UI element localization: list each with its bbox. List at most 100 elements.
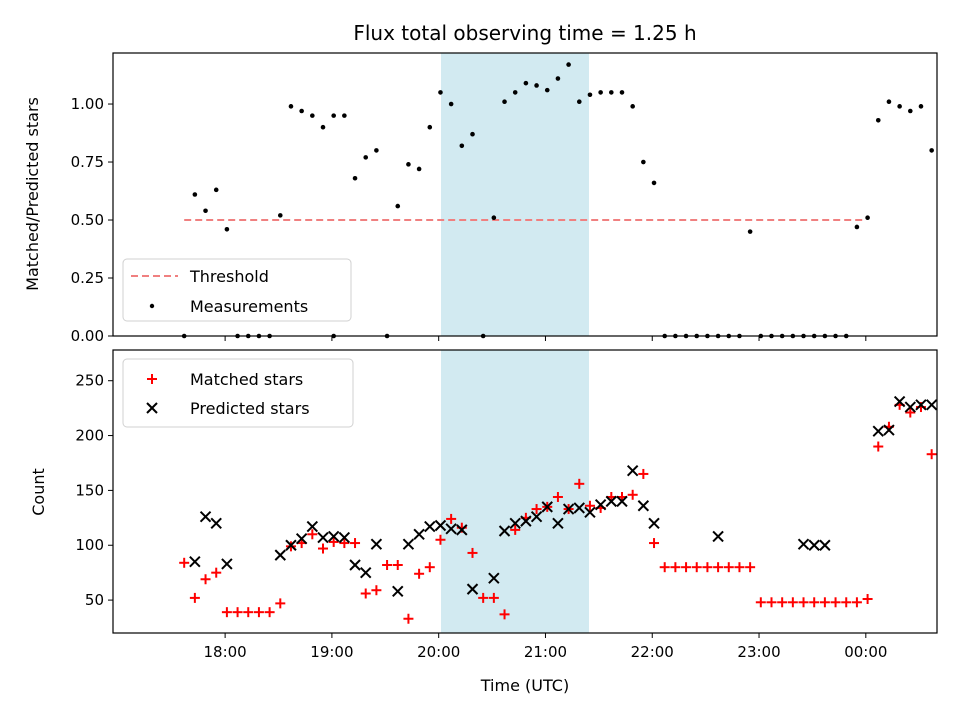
matched-stars-point — [830, 597, 841, 608]
predicted-stars-point — [573, 502, 585, 514]
predicted-stars-point — [370, 538, 383, 550]
matched-stars-point — [371, 585, 382, 596]
measurements-point — [576, 99, 582, 105]
matched-stars-point — [681, 562, 692, 573]
matched-stars-point — [264, 607, 275, 618]
matched-stars-point — [360, 588, 371, 599]
counts-x-ticks: 18:00 19:00 20:00 21:00 22:00 23:00 00:00 — [204, 633, 887, 661]
ratio-y-tick-label: 0.75 — [71, 153, 104, 171]
matched-stars-point — [211, 567, 222, 578]
predicted-stars-point — [199, 511, 212, 523]
measurements-point — [566, 62, 571, 67]
measurements-point — [299, 108, 304, 114]
predicted-stars-point — [466, 583, 479, 595]
measurements-point — [363, 155, 369, 160]
matched-stars-point — [659, 562, 670, 573]
matched-stars-point — [787, 597, 798, 608]
matched-legend-label: Matched stars — [190, 370, 303, 389]
measurements-point — [929, 148, 934, 153]
predicted-stars-point — [285, 539, 297, 551]
predicted-legend-label: Predicted stars — [190, 399, 310, 418]
measurements-point — [459, 143, 465, 149]
measurements-point — [448, 101, 454, 107]
matched-stars-point — [243, 607, 254, 618]
matched-stars-point — [414, 568, 425, 579]
predicted-stars-point — [552, 517, 564, 530]
matched-stars-point — [232, 607, 243, 618]
measurements-point — [555, 76, 561, 81]
predicted-stars-point — [904, 401, 917, 413]
measurements-legend-marker — [149, 303, 155, 309]
x-axis-label: Time (UTC) — [480, 676, 569, 695]
measurements-point — [320, 124, 326, 130]
predicted-stars-point — [306, 520, 319, 533]
matched-stars-point — [552, 491, 563, 502]
predicted-stars-point — [349, 559, 361, 571]
predicted-stars-point — [808, 539, 820, 551]
measurements-point — [747, 229, 753, 234]
predicted-stars-point — [424, 520, 436, 533]
x-tick-label: 18:00 — [204, 643, 247, 661]
predicted-stars-point — [541, 501, 553, 513]
predicted-stars-point — [392, 585, 404, 598]
matched-stars-point — [424, 562, 435, 573]
predicted-stars-point — [488, 572, 500, 584]
predicted-stars-point — [434, 519, 447, 532]
matched-stars-point — [851, 597, 862, 608]
predicted-stars-point — [584, 506, 596, 519]
counts-y-tick-label: 50 — [85, 591, 104, 609]
measurements-point — [427, 124, 433, 130]
measurements-point — [310, 113, 315, 118]
counts-legend-box — [122, 358, 354, 428]
measurements-point — [908, 108, 913, 114]
ratio-series — [181, 62, 934, 339]
measurements-point — [897, 104, 902, 109]
predicted-stars-point — [402, 538, 415, 550]
measurements-point — [438, 90, 443, 95]
predicted-stars-point — [509, 517, 521, 530]
predicted-stars-point — [605, 495, 618, 508]
predicted-stars-point — [274, 549, 286, 561]
matched-stars-point — [905, 407, 916, 418]
matched-stars-point — [328, 536, 339, 547]
matched-stars-point — [339, 538, 350, 549]
predicted-stars-point — [872, 425, 884, 437]
matched-stars-point — [745, 562, 756, 573]
measurements-point — [224, 226, 230, 232]
predicted-stars-point — [520, 515, 532, 527]
x-tick-label: 19:00 — [310, 643, 353, 661]
matched-stars-point — [638, 468, 649, 479]
matched-stars-point — [766, 597, 777, 608]
measurements-point — [886, 99, 892, 105]
predicted-stars-point — [925, 399, 938, 411]
measurements-point — [630, 104, 635, 109]
matched-stars-point — [446, 513, 457, 524]
matched-stars-point — [403, 613, 414, 624]
matched-stars-point — [275, 598, 286, 609]
predicted-stars-point — [626, 464, 639, 477]
predicted-stars-point — [445, 523, 457, 535]
counts-legend: Matched stars Predicted stars — [122, 358, 354, 428]
ratio-legend: Threshold Measurements — [122, 258, 352, 322]
predicted-stars-point — [562, 503, 575, 515]
matched-stars-point — [702, 562, 713, 573]
matched-stars-point — [862, 593, 873, 604]
predicted-stars-point — [295, 532, 308, 545]
x-tick-label: 22:00 — [631, 643, 674, 661]
predicted-stars-point — [637, 500, 650, 512]
counts-plot-frame — [112, 349, 938, 634]
matched-stars-point — [478, 592, 489, 603]
ratio-y-tick-label: 0.00 — [71, 327, 104, 345]
measurements-point — [875, 117, 881, 123]
x-tick-label: 00:00 — [844, 643, 887, 661]
ratio-legend-box — [122, 258, 352, 322]
ratio-y-tick-label: 0.25 — [71, 269, 104, 287]
counts-y-ticks: 50 100 150 200 250 — [75, 372, 113, 609]
measurements-point — [277, 213, 283, 218]
counts-y-tick-label: 150 — [75, 481, 104, 499]
predicted-legend-marker — [146, 402, 158, 414]
matched-stars-point — [435, 534, 446, 545]
counts-y-tick-label: 250 — [75, 372, 104, 390]
measurements-point — [342, 113, 347, 118]
matched-stars-point — [307, 529, 318, 540]
